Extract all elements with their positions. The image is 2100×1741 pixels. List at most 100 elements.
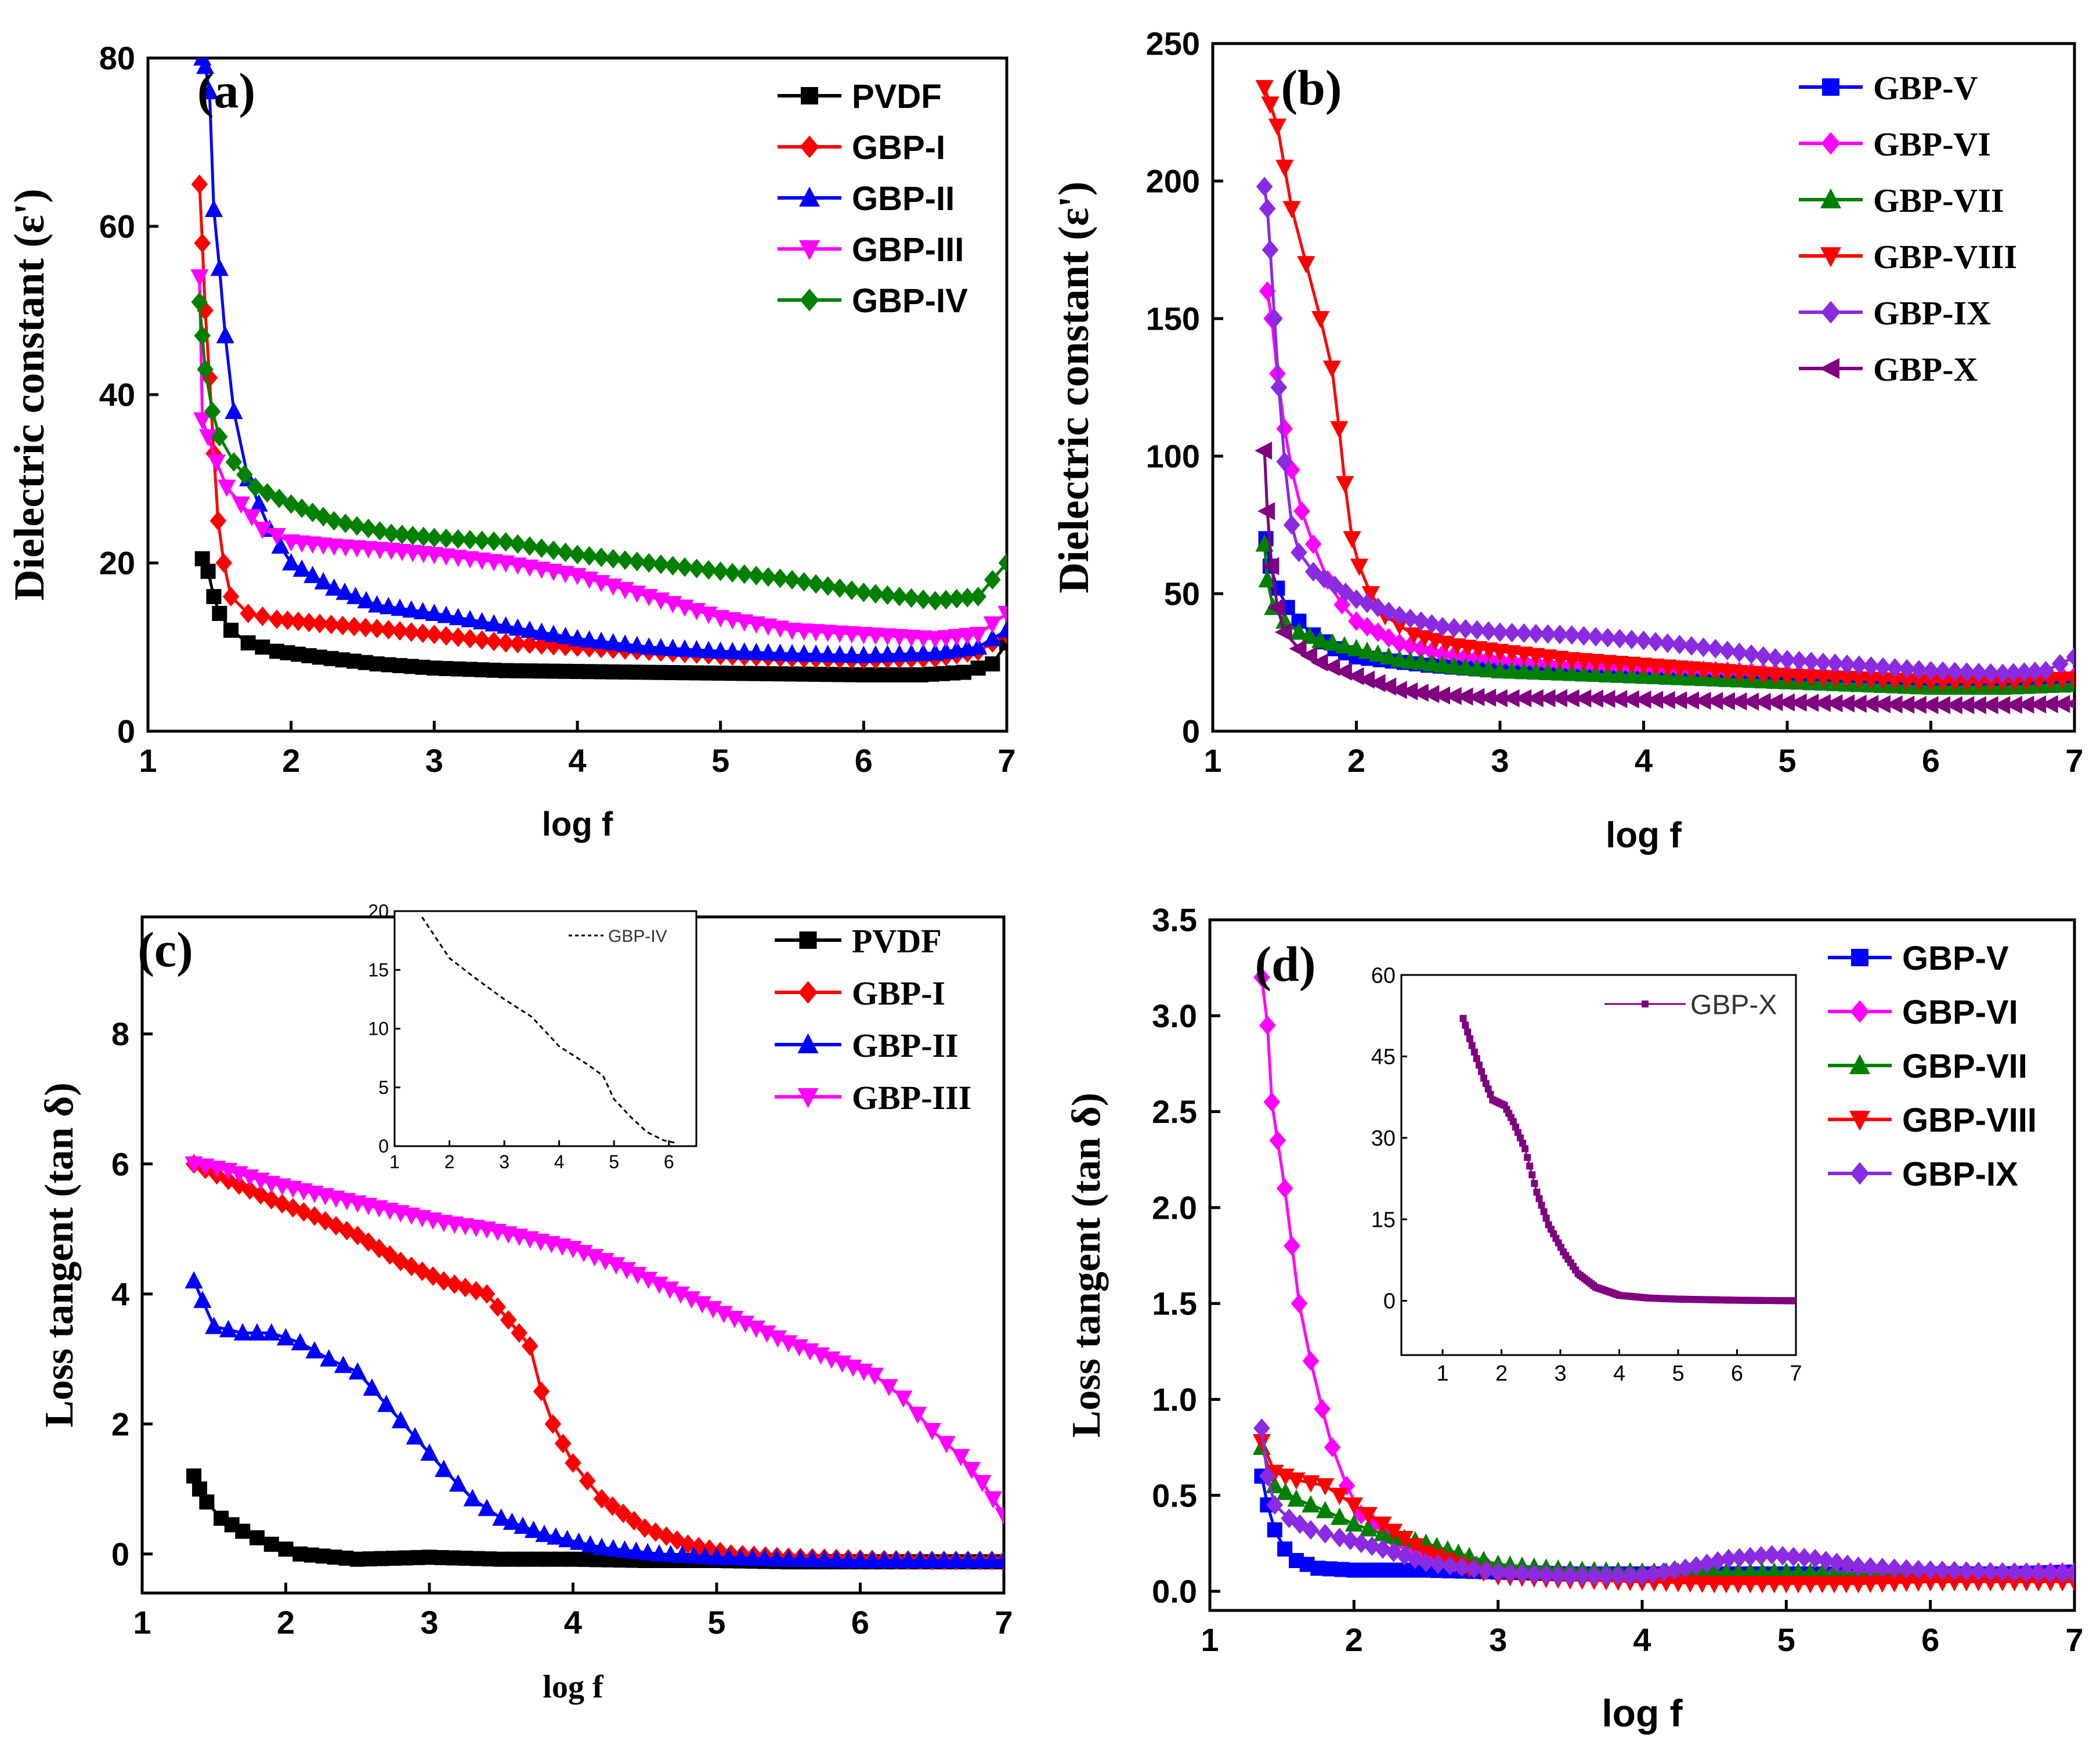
data-point-gbp-iv	[225, 452, 243, 472]
y-tick-label: 30	[1371, 1126, 1396, 1151]
data-point-gbp-ii	[363, 1378, 381, 1396]
data-point-gbp-viii	[1670, 660, 1689, 678]
data-point-gbp-ix	[1353, 1533, 1370, 1554]
y-axis-title-a: Dielectric constant (ε')	[6, 189, 53, 601]
data-point-gbp-ix	[1502, 1563, 1519, 1583]
data-point-gbp-i	[450, 627, 467, 647]
series-group-b	[1255, 80, 2074, 714]
data-point-gbp-i	[334, 615, 351, 635]
data-point-gbp-ii	[449, 608, 468, 626]
data-point-gbp-ix	[1709, 1551, 1726, 1571]
data-point-gbp-viii	[1268, 118, 1286, 136]
x-tick-label: 3	[1489, 1621, 1507, 1658]
data-point-gbp-iii	[984, 1491, 1003, 1509]
data-point-gbp-i	[593, 1489, 610, 1509]
data-point-gbp-ii	[581, 1535, 599, 1553]
data-point-gbp-iv	[641, 553, 657, 573]
data-point-gbp-iv	[197, 359, 214, 380]
data-point-gbp-ii	[839, 1550, 858, 1568]
data-point-gbp-ii	[843, 645, 861, 663]
data-point-gbp-viii	[1874, 672, 1892, 690]
data-point-gbp-ix	[1302, 1520, 1320, 1540]
x-tick-label: 6	[851, 1604, 869, 1641]
legend-label-gbp-viii: GBP-VIII	[1873, 238, 2017, 276]
data-point-gbp-viii	[1610, 656, 1629, 673]
data-point-gbp-ix	[1791, 651, 1808, 671]
legend-label-gbp-vi: GBP-VI	[1902, 994, 2018, 1031]
data-point-gbp-vi	[1480, 648, 1497, 669]
panel-label-b: (b)	[1281, 60, 1342, 115]
data-point-gbp-iii	[843, 626, 861, 644]
data-point-gbp-viii	[1850, 671, 1868, 689]
x-tick-label: 4	[1635, 742, 1653, 779]
data-point-gbp-i	[468, 1281, 485, 1301]
x-tick-label: 7	[1790, 1361, 1802, 1386]
data-point-gbp-vii	[1705, 1562, 1723, 1580]
data-point-gbp-viii	[2053, 671, 2072, 689]
data-point-gbp-x	[1801, 693, 1819, 712]
data-point-gbp-ix	[1276, 451, 1293, 472]
data-point-gbp-i	[426, 624, 443, 645]
data-point-gbp-ix	[1391, 606, 1408, 626]
x-tick-label: 1	[1201, 1621, 1219, 1658]
data-point-gbp-i	[371, 1238, 388, 1259]
data-point-gbp-viii	[1981, 1574, 2000, 1592]
data-point-gbp-ix	[1477, 1561, 1495, 1581]
data-point-gbp-ii	[971, 1551, 989, 1568]
plots-layer: 1 2 3 4 5 6 7020406080PVDFGBP-IGBP-IIGBP-IIIGB…	[6, 26, 2084, 1735]
y-tick-label: 50	[1164, 576, 1200, 612]
data-point-gbp-iv	[676, 557, 693, 577]
data-point-gbp-vii	[1275, 611, 1294, 629]
y-tick-label: 60	[1371, 963, 1396, 988]
data-point-gbp-ii	[699, 641, 718, 659]
data-point-pvdf	[970, 660, 986, 676]
data-point-gbp-i	[268, 609, 285, 630]
data-point-gbp-i	[215, 553, 233, 573]
data-point-gbp-iii	[914, 630, 932, 648]
data-point-gbp-i	[478, 1284, 496, 1304]
data-point-gbp-iii	[671, 1286, 690, 1304]
data-point-gbp-viii	[1311, 311, 1330, 328]
data-point-gbp-iii	[952, 1449, 970, 1467]
data-point-gbp-x	[1849, 695, 1867, 713]
data-point-gbp-vii	[1335, 636, 1354, 654]
data-point-gbp-iv	[605, 548, 621, 569]
data-point-gbp-ii	[875, 1551, 894, 1568]
data-point-gbp-x	[1521, 1145, 1529, 1153]
data-point-gbp-viii	[1574, 653, 1593, 671]
data-point-gbp-iii	[908, 1406, 927, 1424]
data-point-gbp-viii	[1897, 673, 1916, 691]
data-point-gbp-ix	[1266, 309, 1283, 328]
data-point-gbp-ix	[1291, 1514, 1309, 1534]
data-point-gbp-ii	[368, 595, 386, 613]
legend-label-gbp-vii: GBP-VII	[1902, 1048, 2027, 1085]
data-point-gbp-ii	[771, 643, 790, 661]
data-point-gbp-ix	[1259, 1466, 1276, 1486]
x-tick-label: 2	[282, 742, 300, 779]
data-point-gbp-ii	[262, 1323, 281, 1341]
data-point-gbp-i	[403, 622, 420, 642]
data-point-gbp-vii	[1316, 1501, 1335, 1519]
data-point-gbp-ix	[1457, 619, 1474, 639]
x-tick-label: 1	[133, 1604, 151, 1641]
data-point-gbp-ii	[503, 1512, 521, 1530]
data-point-gbp-ii	[472, 612, 491, 630]
data-point-gbp-i	[254, 606, 271, 626]
data-point-gbp-ii	[604, 633, 623, 651]
data-point-gbp-ii	[807, 644, 825, 662]
data-point-gbp-x	[1921, 696, 1939, 714]
data-point-gbp-iv	[247, 477, 264, 497]
data-point-gbp-ii	[783, 644, 801, 662]
data-point-gbp-ii	[314, 572, 332, 590]
data-point-gbp-x	[1487, 1090, 1494, 1098]
data-point-gbp-ii	[815, 1549, 834, 1567]
data-point-gbp-ix	[1946, 1561, 1963, 1581]
data-point-pvdf	[250, 1530, 265, 1545]
x-tick-label: 6	[1731, 1361, 1743, 1386]
data-point-gbp-ii	[803, 1549, 822, 1567]
data-point-gbp-ii	[556, 626, 575, 644]
data-point-gbp-ii	[377, 1395, 396, 1413]
x-tick-label: 3	[1554, 1361, 1566, 1386]
legend-label-gbp-iii: GBP-III	[852, 1079, 971, 1117]
data-point-gbp-ii	[250, 494, 268, 512]
